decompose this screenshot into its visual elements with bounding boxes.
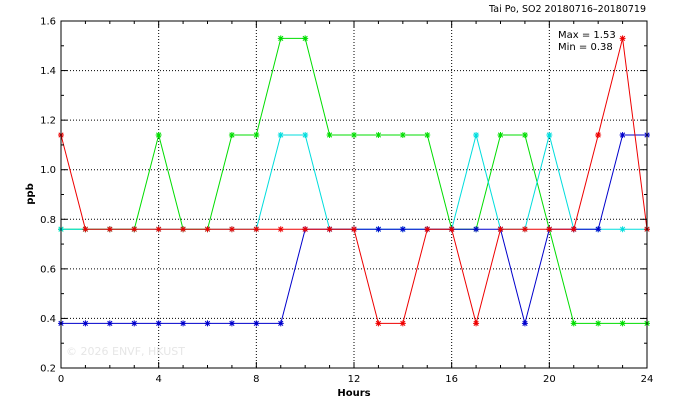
- y-tick-label: 0.2: [40, 364, 56, 375]
- data-point: [570, 226, 577, 233]
- data-point: [570, 320, 577, 327]
- y-tick-label: 1.6: [40, 17, 56, 28]
- data-point: [473, 320, 480, 327]
- x-tick-label: 8: [253, 374, 259, 385]
- x-axis-title: Hours: [337, 388, 370, 399]
- y-tick-label: 0.4: [40, 314, 56, 325]
- data-point: [106, 226, 113, 233]
- data-point: [473, 226, 480, 233]
- data-point: [546, 226, 553, 233]
- y-tick-label: 1.0: [40, 165, 56, 176]
- data-point: [473, 132, 480, 139]
- data-point: [204, 320, 211, 327]
- data-point: [155, 226, 162, 233]
- watermark: © 2026 ENVF, HKUST: [66, 345, 185, 358]
- data-point: [228, 132, 235, 139]
- data-point: [228, 320, 235, 327]
- data-point: [131, 320, 138, 327]
- y-axis-title: ppb: [25, 183, 36, 204]
- ticks: 0 4 8 12 16 20 24 0.2 0.4 0.6 0.8 1.0 1.2 1.4 1.6: [40, 17, 653, 386]
- min-label: Min = 0.38: [558, 42, 613, 53]
- y-tick-label: 1.4: [40, 66, 56, 77]
- data-point: [253, 226, 260, 233]
- data-point: [277, 132, 284, 139]
- data-point: [326, 132, 333, 139]
- data-point: [619, 132, 626, 139]
- data-point: [228, 226, 235, 233]
- y-tick-label: 1.2: [40, 116, 56, 127]
- series-line: [61, 133, 647, 230]
- data-point: [131, 226, 138, 233]
- data-point: [375, 320, 382, 327]
- data-point: [619, 35, 626, 42]
- data-point: [277, 226, 284, 233]
- chart-title: Tai Po, SO2 20180716–20180719: [488, 4, 646, 15]
- x-tick-label: 24: [641, 374, 654, 385]
- data-point: [82, 320, 89, 327]
- data-point: [302, 35, 309, 42]
- data-point: [253, 132, 260, 139]
- data-point: [619, 320, 626, 327]
- data-point: [619, 226, 626, 233]
- grid: [61, 21, 647, 368]
- data-point: [521, 320, 528, 327]
- x-tick-label: 4: [155, 374, 161, 385]
- data-point: [497, 226, 504, 233]
- data-point: [424, 226, 431, 233]
- data-point: [399, 320, 406, 327]
- data-point: [497, 132, 504, 139]
- data-point: [180, 226, 187, 233]
- data-point: [448, 226, 455, 233]
- data-point: [521, 226, 528, 233]
- x-tick-label: 0: [58, 374, 64, 385]
- y-tick-label: 0.6: [40, 264, 56, 275]
- data-point: [277, 35, 284, 42]
- data-point: [302, 226, 309, 233]
- data-point: [399, 132, 406, 139]
- data-point: [375, 226, 382, 233]
- max-label: Max = 1.53: [558, 30, 616, 41]
- data-point: [595, 132, 602, 139]
- data-point: [253, 320, 260, 327]
- x-tick-label: 20: [543, 374, 556, 385]
- x-tick-label: 16: [445, 374, 458, 385]
- data-point: [351, 226, 357, 233]
- data-point: [521, 132, 528, 139]
- data-point: [326, 226, 333, 233]
- data-point: [106, 320, 113, 327]
- data-point: [399, 226, 406, 233]
- data-point: [546, 132, 553, 139]
- data-point: [351, 132, 357, 139]
- data-point: [302, 132, 309, 139]
- data-point: [155, 320, 162, 327]
- data-point: [424, 132, 431, 139]
- data-point: [204, 226, 211, 233]
- data-point: [595, 320, 602, 327]
- data-point: [277, 320, 284, 327]
- data-point: [595, 226, 602, 233]
- data-point: [180, 320, 187, 327]
- y-tick-label: 0.8: [40, 215, 56, 226]
- data-point: [82, 226, 89, 233]
- x-tick-label: 12: [348, 374, 361, 385]
- data-point: [155, 132, 162, 139]
- data-point: [375, 132, 382, 139]
